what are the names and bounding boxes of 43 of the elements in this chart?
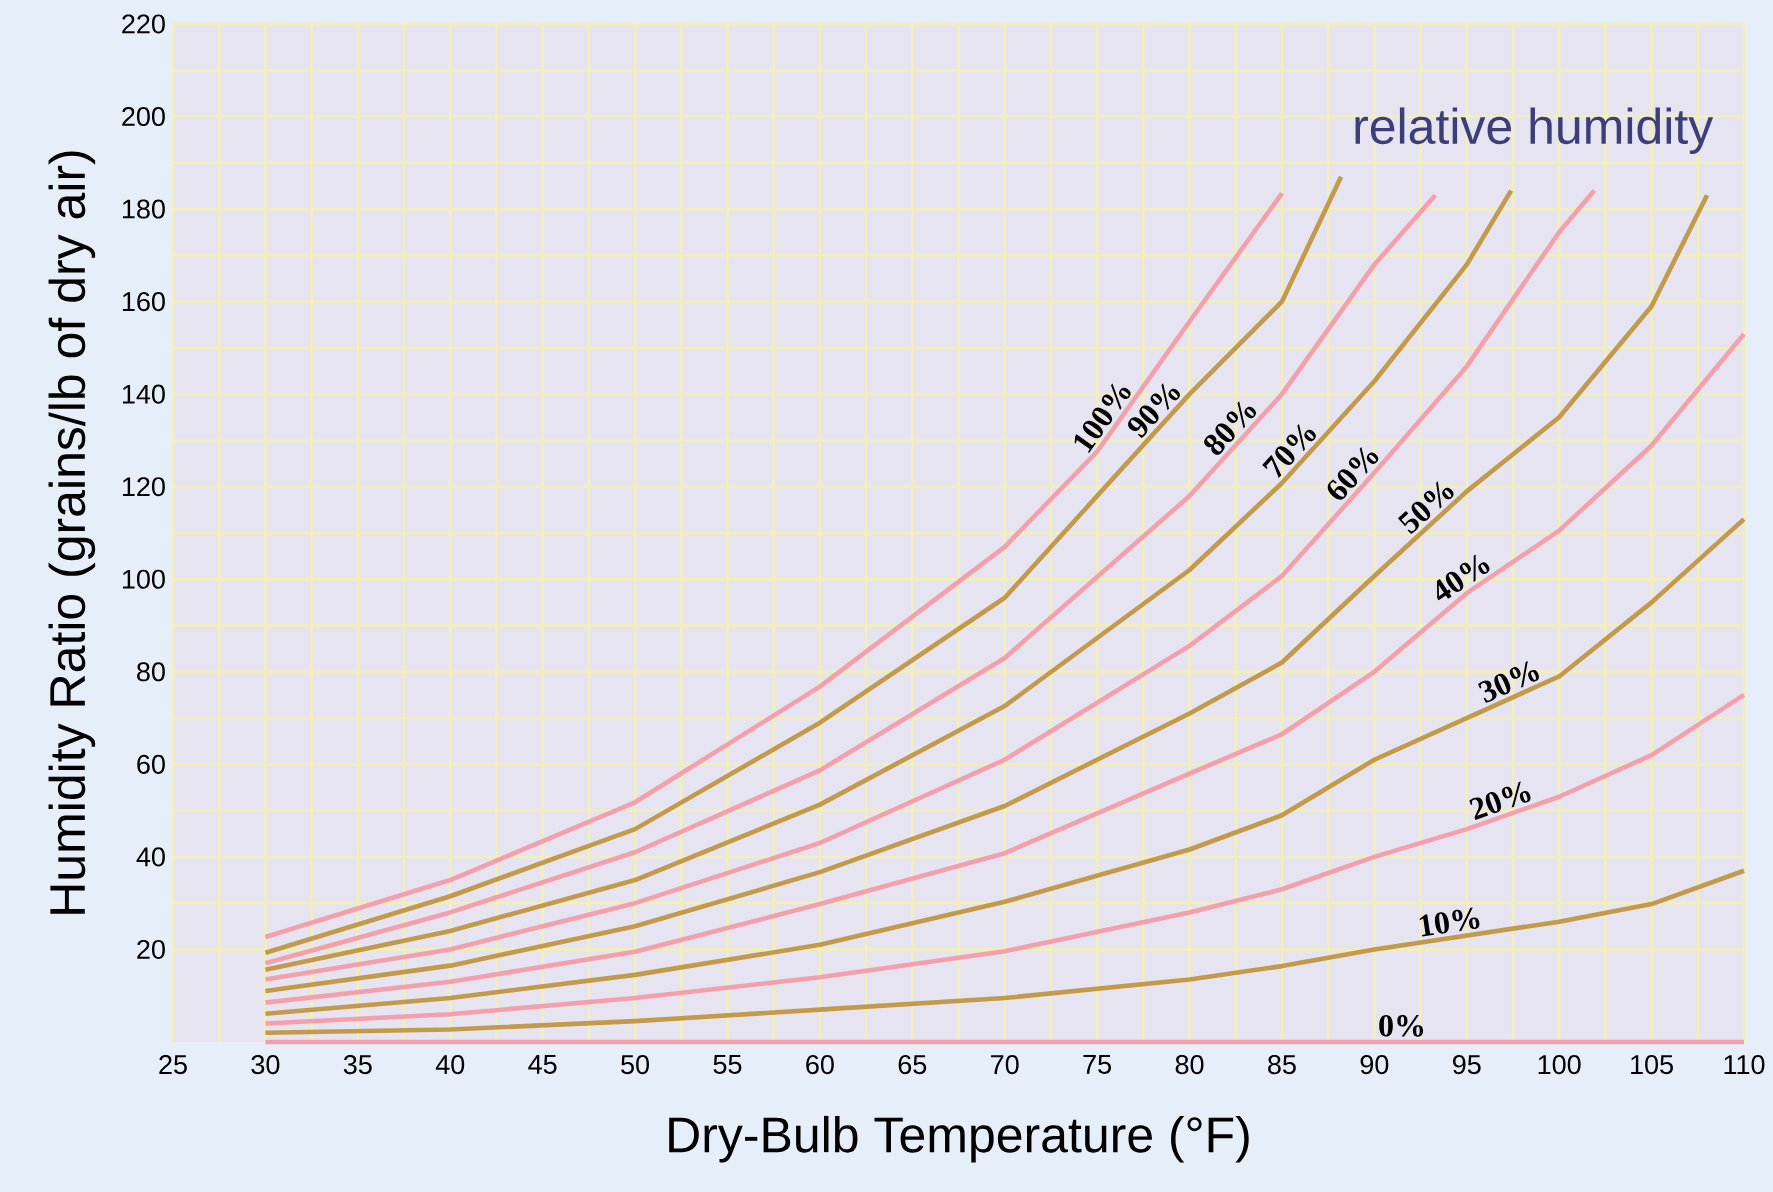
x-tick-label: 45 bbox=[528, 1055, 557, 1074]
x-tick-label: 90 bbox=[1360, 1055, 1389, 1075]
text: 60% bbox=[1327, 446, 1379, 500]
x-tick-label: 85 bbox=[1268, 1055, 1296, 1075]
annotation: relative humidity bbox=[1355, 107, 1714, 155]
y-tick-label: 140 bbox=[122, 384, 165, 404]
y-tick-label: 160 bbox=[122, 292, 165, 312]
y-tick-label: 20 bbox=[137, 939, 165, 959]
x-tick-label: 105 bbox=[1631, 1055, 1673, 1075]
text: 50% bbox=[1397, 481, 1454, 535]
text: 30% bbox=[1478, 660, 1539, 703]
x-tick-label: 25 bbox=[159, 1055, 187, 1075]
x-tick-label: 95 bbox=[1452, 1055, 1481, 1075]
y-tick-label: 220 bbox=[122, 14, 165, 34]
x-tick-label: 110 bbox=[1724, 1055, 1765, 1075]
series-label: 0% bbox=[1379, 1015, 1424, 1037]
x-tick-label: 60 bbox=[806, 1055, 834, 1075]
text: 40% bbox=[1436, 554, 1490, 601]
y-axis-title: Humidity Ratio (grains/lb of dry air) bbox=[48, 151, 96, 914]
x-tick-label: 70 bbox=[991, 1055, 1019, 1075]
y-tick-label: 200 bbox=[122, 106, 165, 127]
y-tick-label: 120 bbox=[122, 477, 165, 497]
text: 80% bbox=[1204, 401, 1257, 455]
y-tick-label: 40 bbox=[136, 847, 165, 867]
y-tick-label: 100 bbox=[122, 569, 165, 589]
x-tick-label: 30 bbox=[251, 1055, 280, 1075]
text: 20% bbox=[1469, 781, 1531, 821]
line-series bbox=[263, 868, 1747, 1036]
x-tick-label: 40 bbox=[435, 1055, 465, 1075]
x-tick-label: 80 bbox=[1175, 1055, 1204, 1075]
x-tick-label: 100 bbox=[1538, 1055, 1581, 1075]
x-tick-label: 35 bbox=[343, 1055, 372, 1075]
y-tick-label: 60 bbox=[137, 754, 165, 774]
line-series bbox=[263, 331, 1747, 1005]
y-tick-label: 80 bbox=[137, 662, 165, 682]
x-axis-title: Dry-Bulb Temperature (°F) bbox=[669, 1115, 1249, 1163]
y-tick-label: 180 bbox=[122, 199, 165, 219]
x-tick-label: 50 bbox=[621, 1055, 650, 1075]
x-tick-label: 55 bbox=[713, 1055, 742, 1074]
x-tick-label: 75 bbox=[1083, 1055, 1111, 1074]
x-tick-label: 65 bbox=[898, 1055, 927, 1075]
text: 70% bbox=[1262, 424, 1316, 478]
text: 10% bbox=[1419, 907, 1480, 937]
